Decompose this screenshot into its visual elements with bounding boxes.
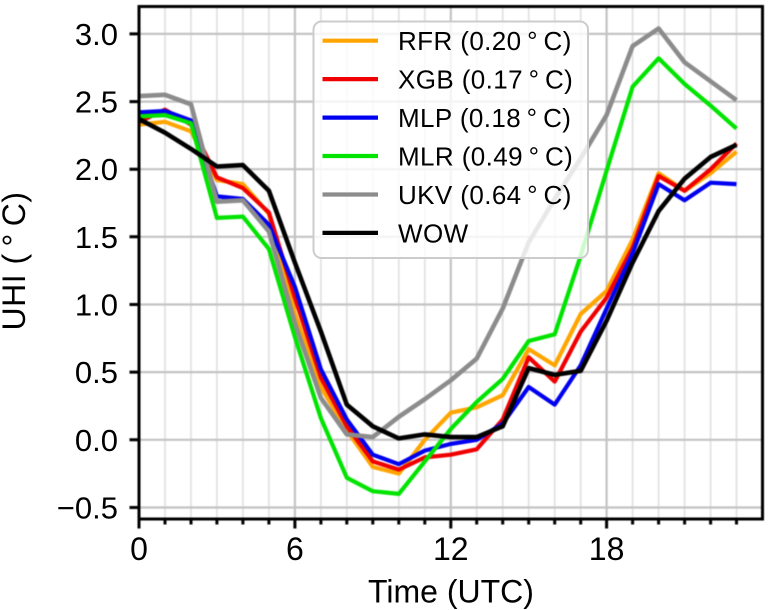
svg-text:UHI ( ° C): UHI ( ° C) [0,191,32,330]
svg-text:1.0: 1.0 [75,288,118,323]
svg-text:RFR (0.20 ° C): RFR (0.20 ° C) [398,26,572,56]
svg-text:12: 12 [433,531,469,567]
svg-text:3.0: 3.0 [75,17,118,52]
svg-text:Time (UTC): Time (UTC) [368,574,534,610]
svg-text:6: 6 [286,531,304,567]
svg-text:MLP (0.18 ° C): MLP (0.18 ° C) [398,103,571,133]
svg-text:2.0: 2.0 [75,152,118,187]
svg-text:0.5: 0.5 [75,355,118,390]
svg-text:1.5: 1.5 [75,220,118,255]
svg-text:0.0: 0.0 [75,423,118,458]
svg-text:18: 18 [589,531,625,567]
svg-text:UKV (0.64 ° C): UKV (0.64 ° C) [398,180,572,210]
svg-text:MLR (0.49 ° C): MLR (0.49 ° C) [398,142,573,172]
svg-text:2.5: 2.5 [75,85,118,120]
svg-text:WOW: WOW [398,218,469,248]
svg-text:0: 0 [130,531,148,567]
svg-text:XGB (0.17 ° C): XGB (0.17 ° C) [398,65,573,95]
svg-text:−0.5: −0.5 [57,491,118,526]
